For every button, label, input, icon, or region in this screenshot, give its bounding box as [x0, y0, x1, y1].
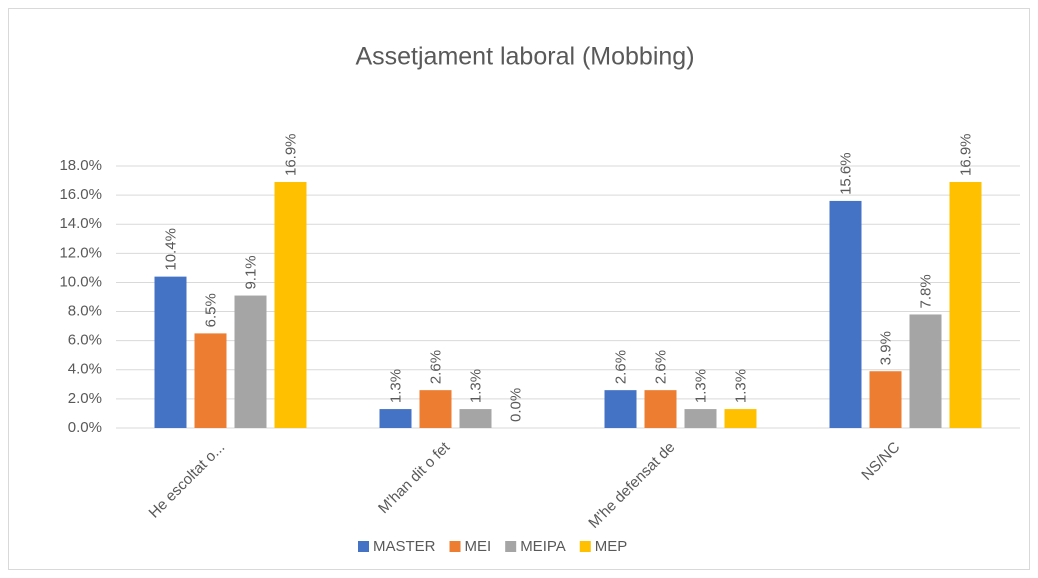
- legend-label: MEP: [595, 538, 628, 555]
- bar: [459, 409, 492, 428]
- y-tick-label: 4.0%: [68, 361, 102, 378]
- data-label: 10.4%: [163, 228, 180, 271]
- bar: [154, 276, 187, 428]
- y-tick-label: 14.0%: [59, 215, 102, 232]
- data-label: 1.3%: [388, 369, 405, 403]
- bar: [419, 390, 452, 428]
- data-label: 2.6%: [613, 350, 630, 384]
- bar: [644, 390, 677, 428]
- legend-label: MEIPA: [520, 538, 566, 555]
- legend-label: MEI: [465, 538, 492, 555]
- bar: [379, 409, 412, 428]
- data-label: 9.1%: [243, 255, 260, 289]
- data-label: 16.9%: [958, 133, 975, 176]
- chart-title: Assetjament laboral (Mobbing): [355, 43, 694, 71]
- data-label: 16.9%: [283, 133, 300, 176]
- bar: [909, 314, 942, 428]
- data-label: 6.5%: [203, 293, 220, 327]
- bar: [604, 390, 637, 428]
- y-tick-label: 0.0%: [68, 419, 102, 436]
- bar: [724, 409, 757, 428]
- legend-swatch: [505, 541, 517, 552]
- bar: [194, 333, 227, 428]
- y-tick-label: 8.0%: [68, 303, 102, 320]
- data-label: 0.0%: [508, 388, 525, 422]
- bar: [234, 295, 267, 428]
- y-tick-label: 18.0%: [59, 157, 102, 174]
- legend-label: MASTER: [373, 538, 436, 555]
- data-label: 2.6%: [428, 350, 445, 384]
- legend-swatch: [358, 541, 369, 552]
- data-label: 3.9%: [878, 331, 895, 365]
- legend-swatch: [449, 541, 461, 552]
- bar: [869, 371, 902, 428]
- data-label: 2.6%: [653, 350, 670, 384]
- data-label: 1.3%: [733, 369, 750, 403]
- data-label: 15.6%: [838, 152, 855, 195]
- y-tick-label: 10.0%: [59, 273, 102, 290]
- data-label: 1.3%: [693, 369, 710, 403]
- y-tick-label: 12.0%: [59, 244, 102, 261]
- y-tick-label: 16.0%: [59, 186, 102, 203]
- bar: [684, 409, 717, 428]
- legend-swatch: [579, 541, 591, 552]
- bar: [829, 200, 862, 428]
- y-tick-label: 6.0%: [68, 332, 102, 349]
- bar: [949, 182, 982, 428]
- data-label: 1.3%: [468, 369, 485, 403]
- data-label: 7.8%: [918, 274, 935, 308]
- y-tick-label: 2.0%: [68, 390, 102, 407]
- bar: [274, 182, 307, 428]
